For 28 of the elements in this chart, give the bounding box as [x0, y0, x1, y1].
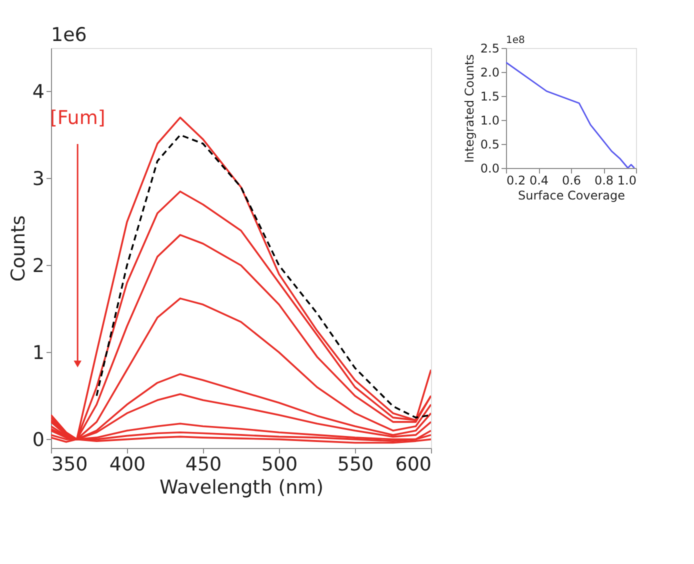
x-tick-label: 600: [395, 454, 432, 476]
y-tick-label: 4: [32, 80, 44, 103]
y-tick-label: 2.5: [480, 42, 500, 56]
x-tick-label: 0.8: [594, 174, 614, 188]
y-tick-label: 1.0: [480, 114, 500, 128]
y-tick-label: 0: [32, 428, 44, 451]
x-axis-title: Surface Coverage: [518, 188, 626, 202]
y-tick-label: 1.5: [480, 90, 500, 104]
x-tick-label: 400: [109, 454, 146, 476]
y-tick-label: 3: [32, 168, 44, 190]
x-tick-label: 0.2: [506, 174, 526, 188]
x-tick-label: 550: [337, 454, 374, 476]
x-tick-label: 0.4: [529, 174, 549, 188]
x-tick-label: 500: [261, 454, 298, 476]
y-tick-label: 2: [32, 254, 44, 277]
x-tick-label: 0.6: [562, 174, 582, 188]
y-axis-title: Counts: [7, 215, 30, 282]
x-axis-title: Wavelength (nm): [159, 476, 324, 498]
y-axis-title: Integrated Counts: [462, 54, 476, 163]
y-tick-label: 0.5: [480, 138, 500, 152]
x-tick-label: 450: [185, 454, 222, 476]
y-tick-label: 0.0: [480, 162, 500, 176]
text: 1e6: [51, 24, 87, 46]
x-tick-label: 350: [52, 454, 88, 476]
x-tick-label: 1.0: [617, 174, 636, 188]
y-tick-label: 1: [32, 342, 44, 364]
y-tick-label: 2.0: [480, 66, 500, 80]
text: 1e8: [506, 35, 525, 46]
